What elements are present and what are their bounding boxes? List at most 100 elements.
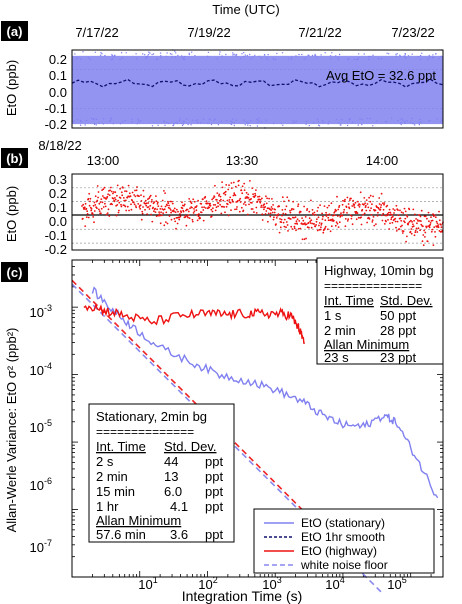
panel-a-point — [183, 58, 186, 61]
panel-b-point — [393, 209, 396, 212]
panel-b-point — [192, 198, 195, 201]
panel-b-point — [386, 204, 389, 207]
panel-b-point — [121, 194, 124, 197]
panel-b-point — [267, 220, 269, 223]
panel-b-point — [158, 211, 161, 214]
panel-a-point — [441, 119, 443, 121]
panel-b-point — [108, 215, 111, 217]
panel-b-point — [238, 199, 241, 202]
panel-b-point — [431, 219, 434, 222]
panel-a-point — [338, 122, 340, 124]
panel-a-point — [372, 54, 374, 56]
panel-a-point — [439, 121, 442, 123]
panel-b-point — [166, 222, 169, 225]
stationary-table-header-std: Std. Dev. — [164, 439, 217, 454]
panel-b-point — [164, 205, 167, 208]
panel-b-point — [165, 221, 167, 224]
panel-b-point — [140, 218, 143, 221]
panel-b-point — [123, 199, 126, 202]
panel-a-point — [275, 59, 277, 61]
panel-b-point — [252, 193, 255, 196]
panel-b-point — [292, 208, 295, 211]
panel-b-point — [285, 226, 287, 229]
panel-a-point — [135, 53, 137, 55]
panel-b-point — [369, 194, 372, 197]
panel-a-point — [352, 121, 354, 124]
panel-a-point — [73, 120, 75, 122]
panel-b-point — [316, 229, 319, 232]
panel-b-point — [395, 230, 398, 232]
panel-b-point — [284, 213, 287, 215]
panel-a-point — [399, 54, 401, 56]
panel-b-point — [191, 220, 194, 223]
panel-a-point — [436, 118, 438, 120]
panel-b-point — [293, 216, 295, 219]
panel-b-point — [198, 213, 200, 215]
panel-b-point — [359, 191, 362, 194]
panel-b-point — [410, 228, 413, 230]
panel-a-point — [314, 53, 316, 56]
panel-b-point — [387, 219, 389, 221]
panel-a-point — [335, 119, 338, 121]
panel-b-point — [363, 212, 366, 215]
panel-b-point — [333, 214, 336, 217]
panel-b-point — [310, 219, 313, 222]
panel-b-point — [170, 218, 173, 221]
highway-table-header-int: Int. Time — [324, 293, 374, 308]
panel-b-point — [110, 186, 112, 189]
panel-b-point — [309, 220, 311, 223]
stationary-table-cell: 44 — [164, 454, 178, 469]
panel-b-y-axis-label: EtO (ppb) — [4, 186, 19, 242]
panel-b-point — [321, 218, 324, 221]
panel-b-point — [167, 200, 169, 203]
panel-a-point — [361, 118, 363, 121]
panel-b-point — [185, 224, 188, 227]
panel-b-point — [102, 188, 105, 191]
panel-b-point — [160, 205, 163, 208]
panel-b-point — [326, 213, 328, 216]
panel-b-point — [435, 220, 438, 223]
panel-b-point — [364, 206, 367, 209]
panel-b-point — [125, 190, 128, 193]
panel-b-point — [370, 213, 373, 216]
panel-a-point — [399, 55, 402, 57]
panel-a-point — [232, 52, 234, 54]
panel-a-point — [225, 53, 227, 56]
panel-a-point — [95, 124, 98, 126]
panel-b-point — [243, 189, 246, 192]
panel-b-point — [107, 193, 109, 196]
panel-b-point — [350, 217, 353, 220]
panel-a-point — [400, 123, 402, 126]
panel-a-point — [266, 58, 269, 61]
panel-a-point — [367, 55, 370, 58]
panel-a-point — [234, 54, 236, 56]
panel-c-x-tick-label: 104 — [325, 575, 344, 592]
panel-b-point — [328, 214, 331, 216]
panel-b-point — [107, 208, 110, 211]
panel-b-point — [93, 210, 96, 212]
panel-b-point — [278, 231, 281, 234]
panel-b-point — [350, 197, 352, 200]
panel-b-point — [154, 207, 157, 210]
panel-b-point — [385, 220, 387, 223]
panel-b-point — [406, 235, 408, 238]
panel-b-point — [316, 218, 318, 221]
panel-b-point — [149, 204, 152, 207]
panel-b-point — [313, 223, 315, 225]
panel-b-point — [193, 208, 195, 210]
panel-b-point — [391, 213, 393, 216]
panel-b-point — [312, 213, 315, 216]
panel-b-point — [146, 213, 149, 216]
panel-b-point — [124, 199, 127, 202]
panel-b-point — [327, 216, 330, 219]
panel-b-point — [254, 192, 256, 195]
panel-a-point — [311, 54, 314, 57]
panel-b-point — [332, 219, 335, 222]
panel-b-point — [221, 181, 224, 184]
panel-b-point — [234, 208, 236, 211]
panel-b-point — [128, 209, 130, 212]
panel-b-point — [214, 184, 216, 187]
panel-b-point — [330, 202, 333, 205]
panel-b-point — [346, 196, 349, 199]
panel-a-point — [121, 57, 124, 59]
